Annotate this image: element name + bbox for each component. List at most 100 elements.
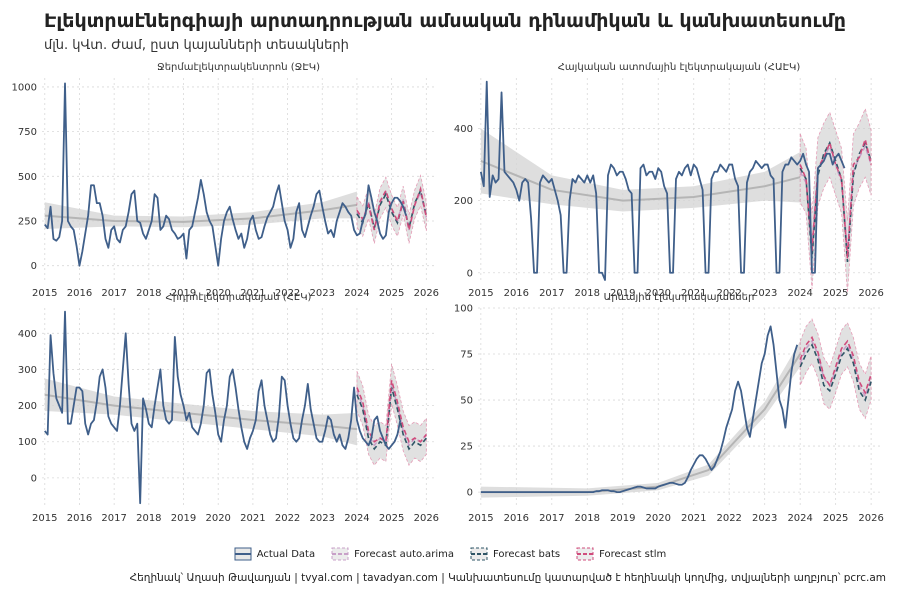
x-tick-label: 2021 xyxy=(240,288,265,299)
x-tick-label: 2024 xyxy=(787,288,812,299)
panel-title: Արևային էլեկտրակայաններ xyxy=(604,292,755,303)
x-tick-label: 2015 xyxy=(32,513,57,524)
x-tick-label: 2021 xyxy=(681,288,706,299)
x-tick-label: 2021 xyxy=(240,513,265,524)
y-tick-label: 100 xyxy=(454,304,473,315)
legend-label-stlm: Forecast stlm xyxy=(599,548,667,560)
x-tick-label: 2021 xyxy=(681,513,706,524)
y-tick-label: 750 xyxy=(18,127,37,138)
panel-tpp: Ջերմաէլեկտրակենտրոն (ՋԷԿ) 0 250 500 750 1000 2… xyxy=(12,62,440,299)
chart-subtitle: մլն. կՎտ. Ժամ, ըստ կայանների տեսակների xyxy=(44,38,349,53)
x-tick-label: 2019 xyxy=(171,288,196,299)
x-tick-label: 2017 xyxy=(539,513,564,524)
x-tick-label: 2026 xyxy=(858,288,883,299)
x-tick-label: 2022 xyxy=(275,513,300,524)
x-tick-label: 2019 xyxy=(610,513,635,524)
x-tick-label: 2016 xyxy=(504,288,529,299)
forecast-line-stlm xyxy=(356,185,428,231)
forecast-interval-band xyxy=(799,107,872,293)
x-tick-label: 2023 xyxy=(752,513,777,524)
x-tick-label: 2022 xyxy=(716,513,741,524)
x-tick-label: 2023 xyxy=(310,288,335,299)
x-tick-label: 2016 xyxy=(67,513,92,524)
x-tick-label: 2020 xyxy=(205,513,230,524)
y-tick-label: 100 xyxy=(18,437,37,448)
panel-npp: Հայկական ատոմային էլեկտրակայան (ՀԱԷԿ) 0 20… xyxy=(454,62,884,299)
x-tick-label: 2020 xyxy=(646,513,671,524)
x-tick-label: 2017 xyxy=(101,288,126,299)
forecast-line-bats xyxy=(799,343,872,402)
legend-item-bats: Forecast bats xyxy=(470,547,560,561)
x-tick-label: 2023 xyxy=(752,288,777,299)
x-tick-label: 2026 xyxy=(858,513,883,524)
x-tick-label: 2015 xyxy=(468,513,493,524)
legend-swatch-bats xyxy=(470,547,488,561)
x-tick-label: 2018 xyxy=(575,288,600,299)
legend-swatch-actual xyxy=(234,547,252,561)
x-tick-label: 2022 xyxy=(716,288,741,299)
y-tick-label: 400 xyxy=(18,329,37,340)
x-tick-label: 2024 xyxy=(787,513,812,524)
chart-area: Ջերմաէլեկտրակենտրոն (ՋԷԿ)025050075010002… xyxy=(12,62,884,524)
x-tick-label: 2020 xyxy=(205,288,230,299)
actual-data-line xyxy=(479,80,846,281)
y-tick-label: 1000 xyxy=(12,82,37,93)
legend-item-stlm: Forecast stlm xyxy=(576,547,666,561)
panel-title: Հիդրոէլեկտրակայան (ՀԷԿ) xyxy=(166,292,312,303)
caption: Հեղինակ՝ Աղասի Թավադյան | tvyal.com | ta… xyxy=(129,572,886,584)
x-tick-label: 2019 xyxy=(171,513,196,524)
forecast-line-stlm xyxy=(799,335,872,395)
legend-label-actual: Actual Data xyxy=(256,548,316,560)
panel-title: Հայկական ատոմային էլեկտրակայան (ՀԱԷԿ) xyxy=(558,62,801,73)
y-tick-label: 400 xyxy=(454,124,473,135)
legend-item-arima: Forecast auto.arima xyxy=(331,547,454,561)
legend-swatch-stlm xyxy=(576,547,594,561)
legend-label-arima: Forecast auto.arima xyxy=(354,548,454,560)
trend-line xyxy=(44,393,358,431)
forecast-line-stlm xyxy=(799,136,872,259)
chart-title: Էլեկտրաէներգիայի արտադրության ամսական դի… xyxy=(44,10,846,32)
y-tick-label: 500 xyxy=(18,172,37,183)
actual-data-line xyxy=(480,325,799,494)
actual-data-line xyxy=(44,82,407,267)
legend-item-actual: Actual Data xyxy=(234,547,315,561)
y-tick-label: 250 xyxy=(18,217,37,228)
x-tick-label: 2024 xyxy=(344,288,369,299)
x-tick-label: 2025 xyxy=(379,513,404,524)
legend: Actual Data Forecast auto.arima Forecast… xyxy=(0,545,900,563)
y-tick-label: 75 xyxy=(460,350,473,361)
y-tick-label: 0 xyxy=(31,473,37,484)
x-tick-label: 2025 xyxy=(379,288,404,299)
y-tick-label: 25 xyxy=(460,442,473,453)
x-tick-label: 2015 xyxy=(468,288,493,299)
legend-swatch-arima xyxy=(331,547,349,561)
x-tick-label: 2024 xyxy=(344,513,369,524)
actual-data-line xyxy=(44,310,402,505)
x-tick-label: 2017 xyxy=(539,288,564,299)
y-tick-label: 50 xyxy=(460,396,473,407)
panel-solar: Արևային էլեկտրակայաններ 0 25 50 75 100 2015 201… xyxy=(454,292,884,524)
x-tick-label: 2018 xyxy=(136,513,161,524)
x-tick-label: 2023 xyxy=(310,513,335,524)
x-tick-label: 2026 xyxy=(414,513,439,524)
x-tick-label: 2016 xyxy=(504,513,529,524)
legend-label-bats: Forecast bats xyxy=(493,548,561,560)
trend-confidence-band xyxy=(44,378,357,446)
x-tick-label: 2018 xyxy=(136,288,161,299)
x-tick-label: 2025 xyxy=(823,288,848,299)
x-tick-label: 2017 xyxy=(101,513,126,524)
forecast-line-stlm xyxy=(356,380,427,444)
x-tick-label: 2022 xyxy=(275,288,300,299)
x-tick-label: 2018 xyxy=(575,513,600,524)
y-tick-label: 0 xyxy=(467,488,473,499)
y-tick-label: 200 xyxy=(18,401,37,412)
forecast-line-arima xyxy=(799,339,872,399)
panel-hpp: Հիդրոէլեկտրակայան (ՀԷԿ) 0 100 200 300 400 2015… xyxy=(18,292,439,524)
panel-title: Ջերմաէլեկտրակենտրոն (ՋԷԿ) xyxy=(157,62,320,73)
x-tick-label: 2019 xyxy=(610,288,635,299)
y-tick-label: 200 xyxy=(454,196,473,207)
x-tick-label: 2026 xyxy=(414,288,439,299)
y-tick-label: 300 xyxy=(18,365,37,376)
x-tick-label: 2020 xyxy=(646,288,671,299)
x-tick-label: 2016 xyxy=(67,288,92,299)
